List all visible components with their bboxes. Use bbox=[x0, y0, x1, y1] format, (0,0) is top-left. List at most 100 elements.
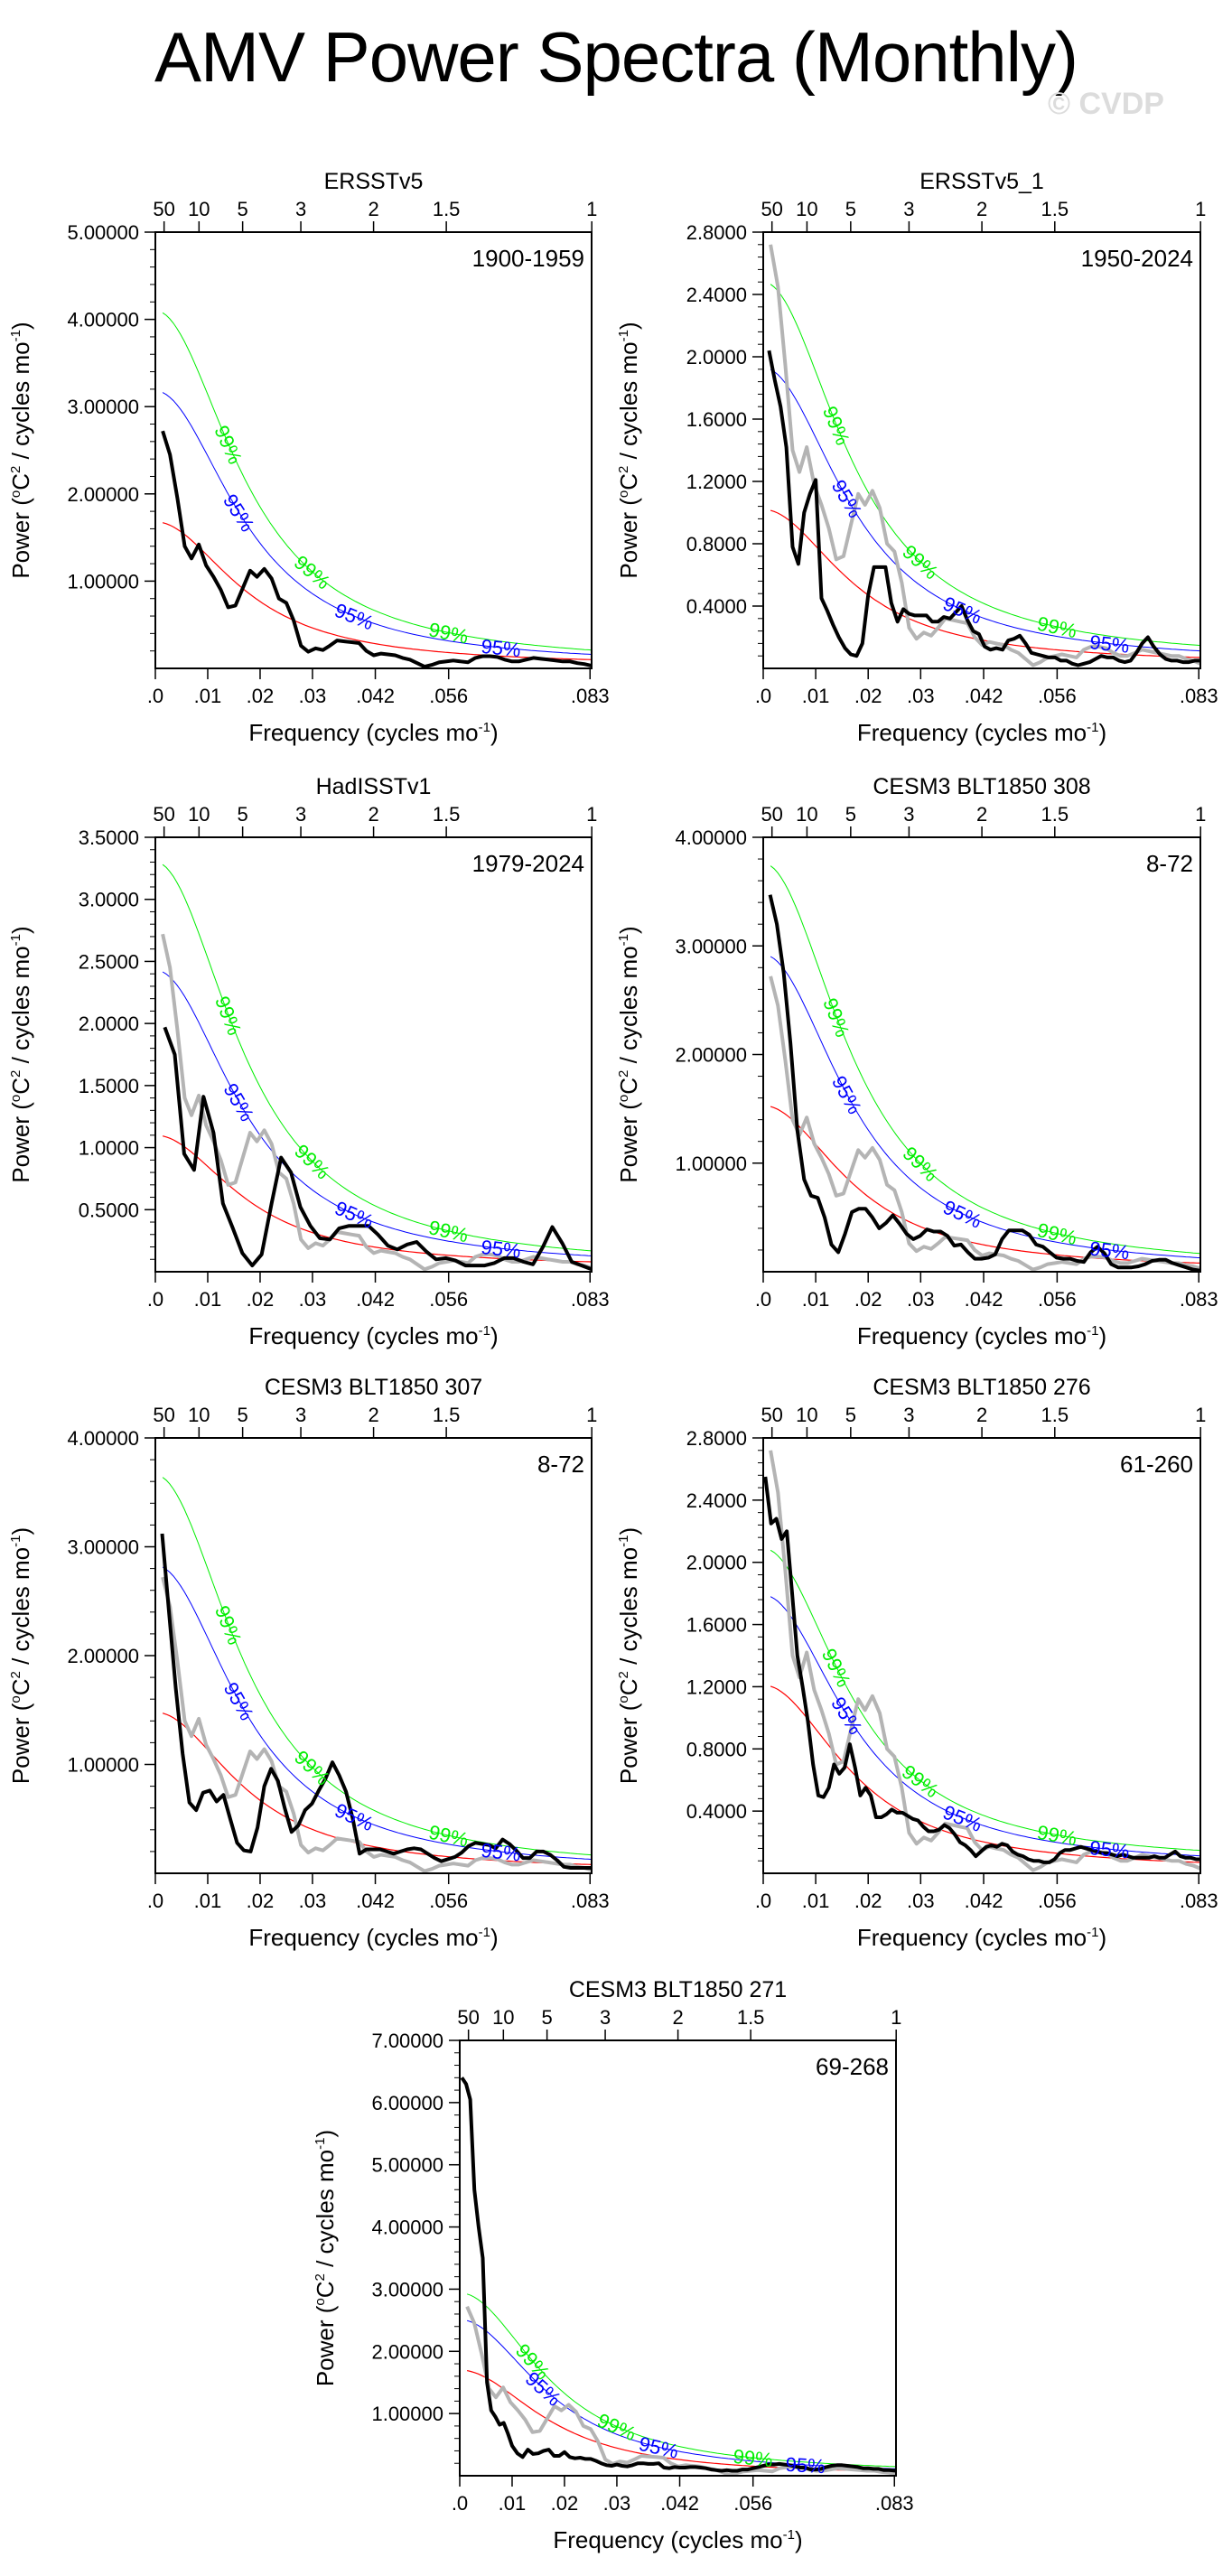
top-axis-label: 2 bbox=[976, 198, 987, 220]
x-axis-title: Frequency (cycles mo-1) bbox=[553, 2526, 802, 2553]
y-tick-label: 2.0000 bbox=[686, 346, 747, 369]
y-tick-label: 0.8000 bbox=[686, 533, 747, 555]
y-tick-label: 4.00000 bbox=[67, 309, 139, 331]
figure-title: AMV Power Spectra (Monthly) bbox=[154, 17, 1078, 97]
reference-spectrum-line bbox=[769, 244, 1200, 667]
top-axis-label: 3 bbox=[295, 1404, 306, 1426]
period-label: 1979-2024 bbox=[472, 850, 584, 877]
y-axis-title: Power (oC2 / cycles mo-1) bbox=[615, 926, 642, 1182]
x-axis-title: Frequency (cycles mo-1) bbox=[248, 719, 498, 746]
x-tick-label: .056 bbox=[429, 1890, 468, 1912]
top-axis-label: 1 bbox=[586, 803, 597, 826]
y-tick-label: 1.00000 bbox=[371, 2403, 443, 2425]
x-tick-label: .03 bbox=[907, 685, 935, 707]
y-axis-title: Power (oC2 / cycles mo-1) bbox=[615, 1527, 642, 1784]
top-axis-label: 1.5 bbox=[433, 803, 461, 826]
y-tick-label: 5.00000 bbox=[67, 221, 139, 244]
ci99-line bbox=[466, 2293, 896, 2468]
x-tick-label: .01 bbox=[194, 1288, 222, 1311]
plot-area bbox=[763, 1450, 1200, 1872]
x-tick-label: .02 bbox=[247, 1890, 275, 1912]
x-tick-label: .01 bbox=[802, 1890, 830, 1912]
top-axis-label: 2 bbox=[368, 1404, 378, 1426]
ci99-label: 99% bbox=[818, 994, 854, 1040]
reference-spectrum-line bbox=[769, 975, 1200, 1272]
spectrum-line bbox=[460, 2077, 896, 2473]
ci95-label: 95% bbox=[480, 1236, 521, 1263]
y-tick-label: 1.00000 bbox=[67, 570, 139, 593]
y-tick-label: 1.2000 bbox=[686, 1675, 747, 1698]
ci99-label: 99% bbox=[898, 540, 942, 583]
plot-frame bbox=[459, 2039, 897, 2477]
x-tick-label: .01 bbox=[499, 2492, 527, 2515]
panel-1: 99% 95% 99% 95% 99% 95% 1.00000 2.00000 3.00000 4… bbox=[7, 169, 610, 746]
top-axis-label: 10 bbox=[796, 1404, 817, 1426]
top-axis-label: 50 bbox=[761, 803, 782, 826]
period-label: 61-260 bbox=[1120, 1451, 1193, 1478]
red-noise-line bbox=[162, 522, 592, 660]
ci99-label: 99% bbox=[290, 1746, 334, 1790]
x-axis-title: Frequency (cycles mo-1) bbox=[857, 1924, 1106, 1951]
red-noise-line bbox=[770, 509, 1200, 658]
ci99-line bbox=[162, 863, 592, 1252]
top-axis-label: 1 bbox=[1195, 1404, 1206, 1426]
y-tick-label: 2.00000 bbox=[67, 483, 139, 506]
top-axis-label: 1.5 bbox=[1041, 198, 1069, 220]
x-tick-label: .03 bbox=[907, 1890, 935, 1912]
top-axis-label: 3 bbox=[295, 803, 306, 826]
top-axis-label: 5 bbox=[238, 803, 248, 826]
panel-2: 99%95%99%95% 99%95%0.40000.80001.20001.60… bbox=[615, 169, 1218, 746]
x-tick-label: .042 bbox=[356, 1890, 395, 1912]
top-axis-label: 1 bbox=[586, 1404, 597, 1426]
top-axis-label: 3 bbox=[903, 803, 914, 826]
y-tick-label: 3.00000 bbox=[67, 396, 139, 418]
ci95-label: 95% bbox=[219, 490, 259, 537]
y-tick-label: 2.00000 bbox=[67, 1645, 139, 1667]
period-label: 1950-2024 bbox=[1081, 245, 1193, 272]
x-tick-label: .083 bbox=[1180, 1890, 1218, 1912]
ci95-label: 95% bbox=[637, 2432, 680, 2463]
panel-title: ERSSTv5_1 bbox=[919, 169, 1044, 194]
top-axis-label: 50 bbox=[457, 2006, 479, 2029]
reference-spectrum-line bbox=[161, 1576, 592, 1873]
period-label: 1900-1959 bbox=[472, 245, 584, 272]
period-label: 8-72 bbox=[1146, 850, 1193, 877]
panel-4: 99%95%99%95%99%95%1.000002.000003.000004… bbox=[615, 774, 1218, 1349]
y-tick-label: 2.4000 bbox=[686, 1489, 747, 1512]
red-noise-line bbox=[162, 1713, 592, 1865]
y-tick-label: 1.00000 bbox=[675, 1153, 747, 1175]
y-tick-label: 2.00000 bbox=[675, 1044, 747, 1067]
y-tick-label: 0.4000 bbox=[686, 1800, 747, 1823]
x-tick-label: .03 bbox=[907, 1288, 935, 1311]
plot-frame bbox=[154, 1437, 593, 1874]
panel-7: 99%95%99%95% 99% 95%1.000002.000003.000004… bbox=[312, 1977, 914, 2553]
x-tick-label: .0 bbox=[755, 1890, 771, 1912]
x-tick-label: .03 bbox=[299, 1890, 327, 1912]
ci99-label: 99% bbox=[426, 1216, 471, 1246]
panel-title: CESM3 BLT1850 307 bbox=[265, 1375, 482, 1400]
x-tick-label: .042 bbox=[965, 1288, 1003, 1311]
x-axis-title: Frequency (cycles mo-1) bbox=[857, 719, 1106, 746]
spectrum-line bbox=[163, 1026, 592, 1272]
top-axis-label: 1.5 bbox=[737, 2006, 765, 2029]
panel-title: CESM3 BLT1850 308 bbox=[873, 774, 1090, 799]
top-axis-label: 5 bbox=[542, 2006, 553, 2029]
x-tick-label: .083 bbox=[1180, 1288, 1218, 1311]
y-axis-title: Power (oC2 / cycles mo-1) bbox=[7, 322, 34, 578]
x-tick-label: .083 bbox=[571, 685, 610, 707]
panel-title: HadISSTv1 bbox=[316, 774, 432, 799]
x-tick-label: .042 bbox=[356, 1288, 395, 1311]
y-tick-label: 0.4000 bbox=[686, 595, 747, 618]
top-axis-label: 2 bbox=[368, 803, 378, 826]
y-tick-label: 1.6000 bbox=[686, 408, 747, 431]
y-tick-label: 4.00000 bbox=[675, 826, 747, 849]
x-tick-label: .0 bbox=[147, 1890, 163, 1912]
plot-area bbox=[768, 865, 1200, 1272]
x-tick-label: .03 bbox=[603, 2492, 631, 2515]
ci99-label: 99% bbox=[898, 1142, 942, 1186]
period-label: 69-268 bbox=[816, 2053, 889, 2080]
x-tick-label: .02 bbox=[247, 1288, 275, 1311]
y-tick-label: 1.0000 bbox=[79, 1137, 139, 1160]
top-axis-label: 2 bbox=[976, 1404, 987, 1426]
panel-5: 99%95%99%95%99%95%1.000002.000003.000004… bbox=[7, 1375, 610, 1951]
